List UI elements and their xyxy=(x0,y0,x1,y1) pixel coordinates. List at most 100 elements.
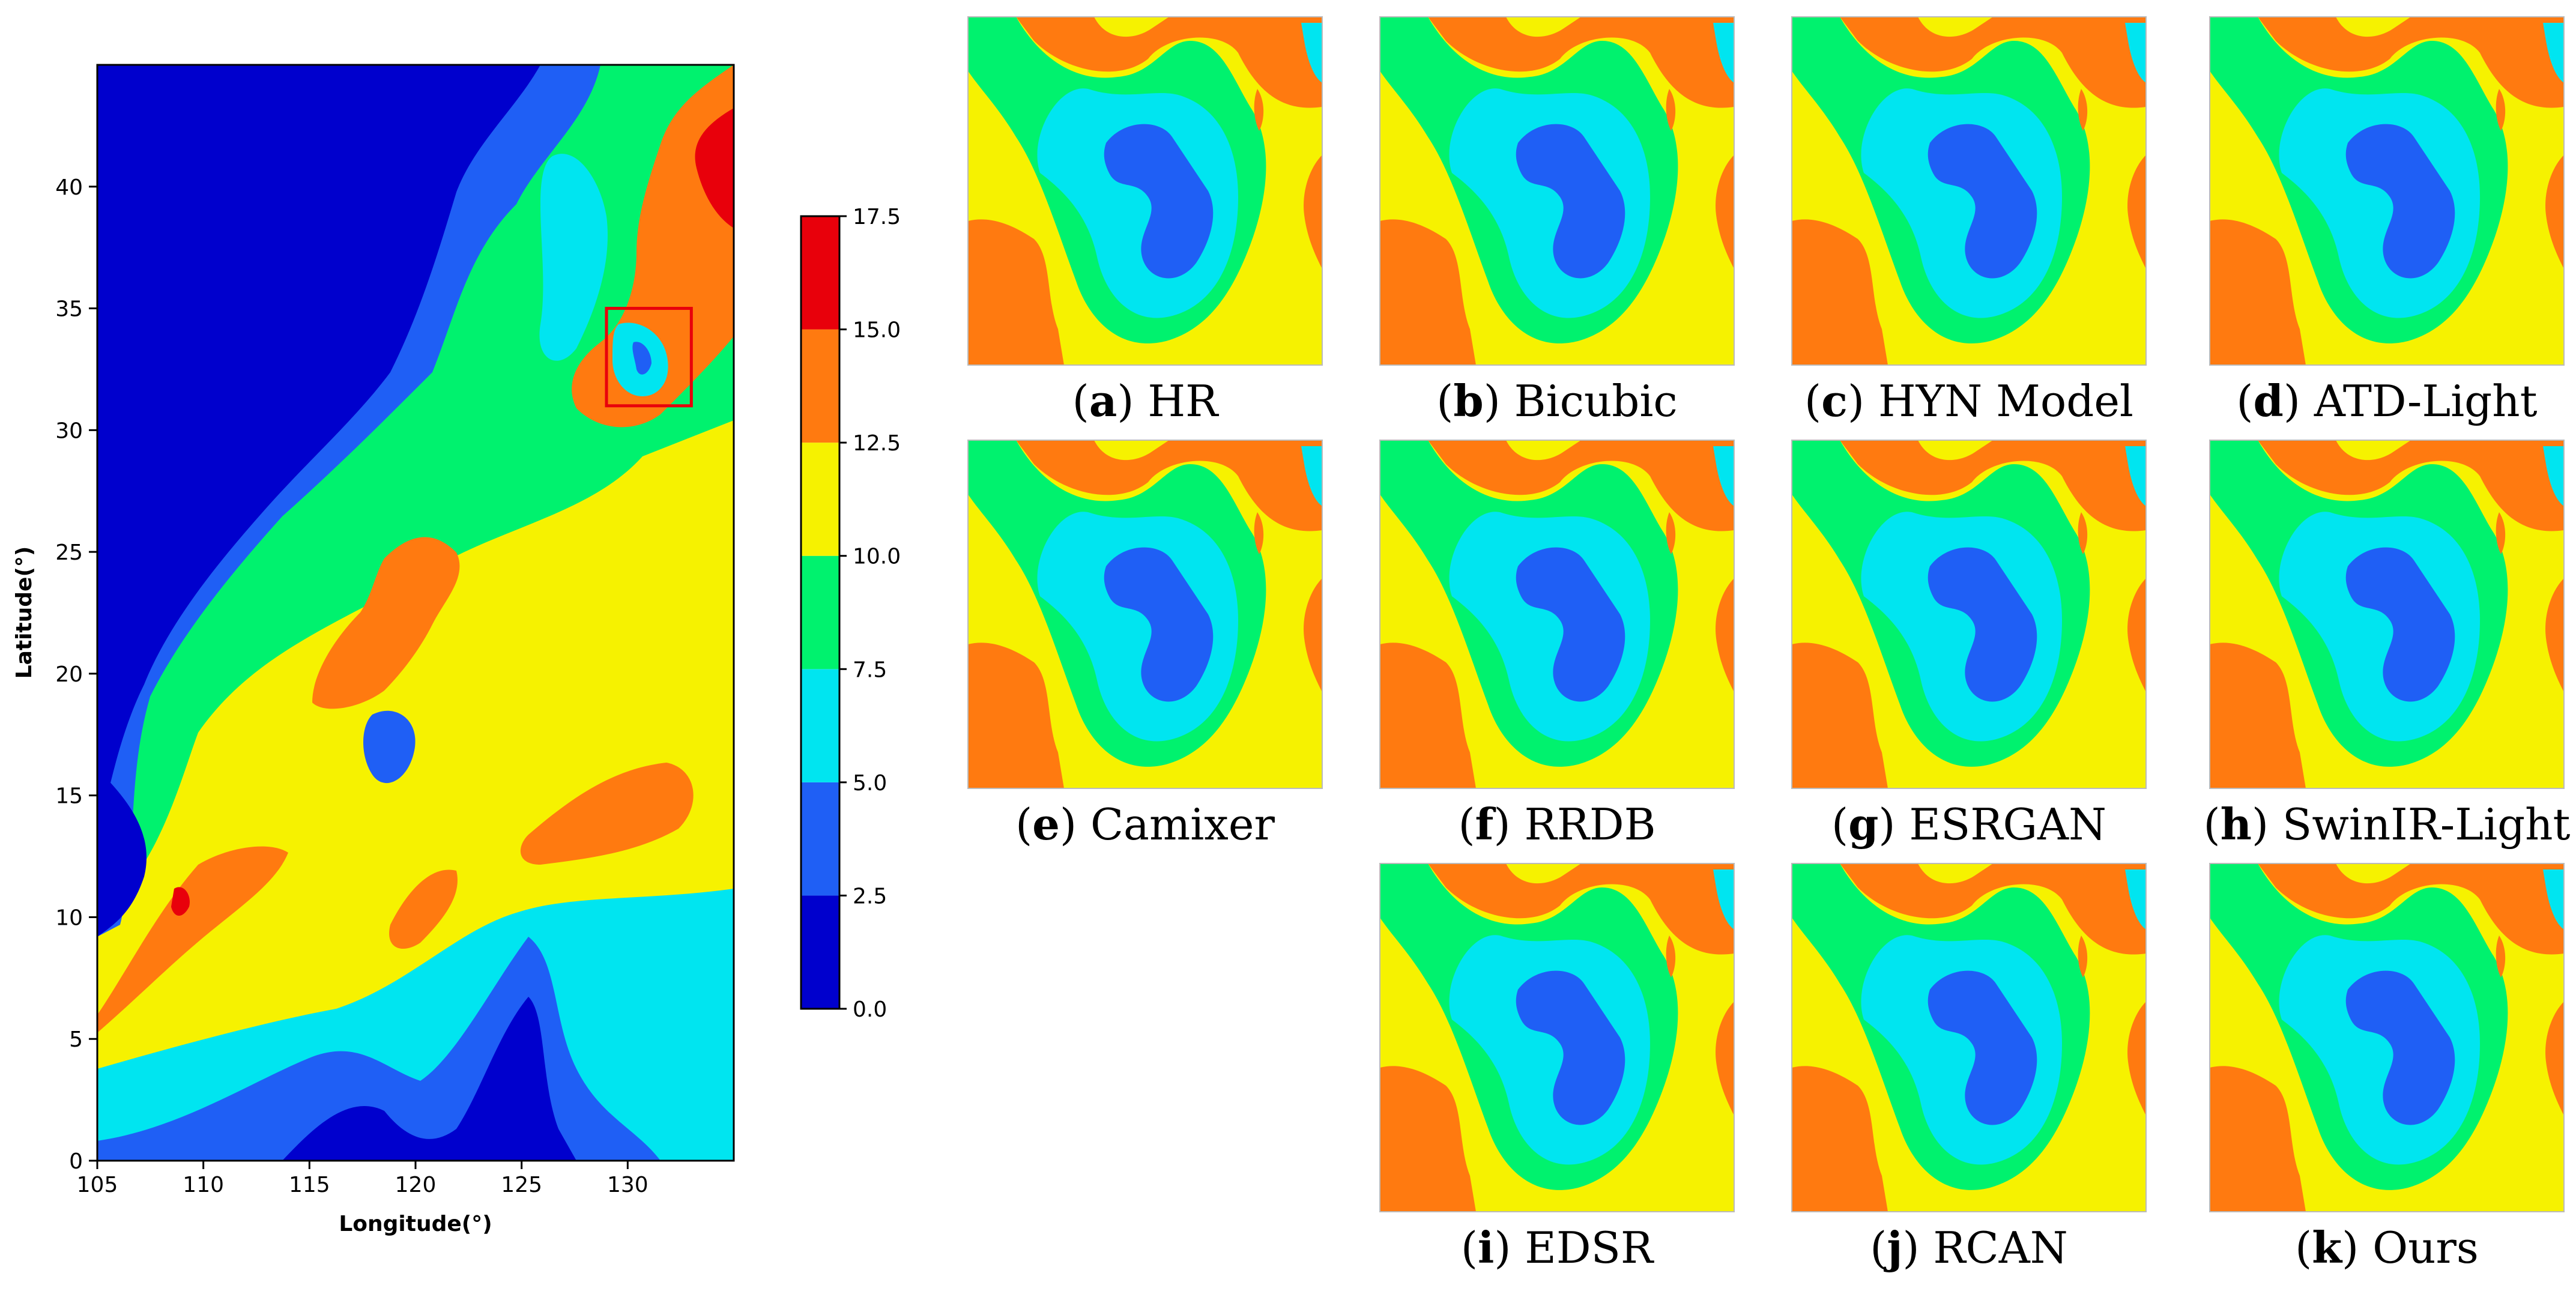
x-tick-label: 125 xyxy=(501,1173,542,1197)
colorbar-segment xyxy=(801,782,839,896)
map-region-blue-island xyxy=(363,710,416,784)
zoom-box xyxy=(605,307,693,408)
caption-paren: ) xyxy=(1494,799,1525,850)
panel-f: (f) RRDB xyxy=(1379,440,1735,850)
panel-image xyxy=(1792,863,2146,1212)
panel-a: (a) HR xyxy=(967,16,1323,426)
y-tick-label: 0 xyxy=(69,1149,83,1174)
panel-caption: (i) EDSR xyxy=(1461,1222,1654,1273)
colorbar-segment xyxy=(801,329,839,443)
caption-name: RCAN xyxy=(1933,1223,2067,1273)
caption-paren: ( xyxy=(1458,799,1475,850)
caption-name: Camixer xyxy=(1090,799,1275,850)
y-tick-label: 30 xyxy=(55,419,83,443)
panel-frame xyxy=(1791,440,2147,789)
panel-caption: (g) ESRGAN xyxy=(1831,799,2106,850)
panel-frame xyxy=(2209,16,2565,366)
map-region-orange-taiwan xyxy=(312,537,460,709)
y-tick-label: 25 xyxy=(55,540,83,565)
caption-name: SwinIR-Light xyxy=(2282,799,2571,850)
colorbar-tick-label: 15.0 xyxy=(853,318,901,343)
map-region-blue-zoom xyxy=(632,342,652,375)
panel-caption: (h) SwinIR-Light xyxy=(2203,799,2570,850)
panel-frame xyxy=(1791,16,2147,366)
caption-letter: d xyxy=(2254,375,2284,426)
colorbar-tick-label: 17.5 xyxy=(853,205,901,229)
caption-letter: h xyxy=(2221,799,2252,850)
caption-letter: j xyxy=(1883,1222,1902,1273)
panel-j: (j) RCAN xyxy=(1791,863,2147,1273)
panel-image xyxy=(1792,440,2146,788)
caption-paren: ) xyxy=(2342,1223,2372,1273)
caption-paren: ) xyxy=(1060,799,1090,850)
colorbar-tick-label: 12.5 xyxy=(853,431,901,456)
colorbar-segments xyxy=(801,216,839,1009)
panel-frame xyxy=(967,440,1323,789)
map-region-orange-east xyxy=(520,763,694,865)
caption-name: HR xyxy=(1147,376,1219,426)
caption-paren: ) xyxy=(1848,376,1878,426)
caption-paren: ) xyxy=(1484,376,1514,426)
panel-image xyxy=(2210,17,2564,365)
panel-frame xyxy=(967,16,1323,366)
x-tick-label: 130 xyxy=(607,1173,649,1197)
panel-h: (h) SwinIR-Light xyxy=(2203,440,2571,850)
x-tick-label: 105 xyxy=(77,1173,118,1197)
panel-i: (i) EDSR xyxy=(1379,863,1735,1273)
panel-caption: (b) Bicubic xyxy=(1436,375,1678,426)
caption-paren: ( xyxy=(2203,799,2220,850)
panel-image xyxy=(1380,17,1734,365)
caption-name: RRDB xyxy=(1525,799,1656,850)
colorbar-ticks: 0.0 2.5 5.0 7.5 10.0 12.5 15.0 17.5 xyxy=(839,205,901,1022)
panel-caption: (k) Ours xyxy=(2295,1222,2479,1273)
colorbar-segment xyxy=(801,216,839,330)
y-tick-label: 15 xyxy=(55,784,83,809)
caption-letter: k xyxy=(2312,1222,2343,1273)
caption-paren: ) xyxy=(1494,1223,1525,1273)
colorbar-tick-label: 5.0 xyxy=(853,771,887,796)
caption-paren: ( xyxy=(1831,799,1848,850)
panel-caption: (a) HR xyxy=(1072,375,1220,426)
y-tick-label: 40 xyxy=(55,175,83,200)
panel-image xyxy=(1380,863,1734,1212)
panel-image xyxy=(968,17,1322,365)
panel-b: (b) Bicubic xyxy=(1379,16,1735,426)
caption-paren: ( xyxy=(1436,376,1453,426)
x-tick-label: 120 xyxy=(395,1173,437,1197)
x-axis-label: Longitude(°) xyxy=(339,1212,492,1236)
caption-letter: i xyxy=(1478,1222,1494,1273)
caption-paren: ( xyxy=(1804,376,1821,426)
comparison-panels: (a) HR (b) Bicubic (c) HYN Model (d) ATD-Li… xyxy=(967,16,2571,1273)
map-region-darkblue-coast xyxy=(97,769,147,937)
caption-letter: b xyxy=(1453,375,1483,426)
y-tick-label: 35 xyxy=(55,297,83,322)
panel-caption: (e) Camixer xyxy=(1015,799,1275,850)
panel-frame xyxy=(2209,863,2565,1212)
map-region-orange-japan xyxy=(572,65,734,428)
caption-letter: e xyxy=(1032,799,1060,850)
caption-paren: ) xyxy=(1117,376,1147,426)
panel-g: (g) ESRGAN xyxy=(1791,440,2147,850)
panel-caption: (f) RRDB xyxy=(1458,799,1655,850)
caption-name: Ours xyxy=(2372,1223,2479,1273)
caption-name: ESRGAN xyxy=(1909,799,2106,850)
caption-name: EDSR xyxy=(1525,1223,1654,1273)
panel-frame xyxy=(1791,863,2147,1212)
colorbar-frame xyxy=(800,215,841,1010)
caption-letter: f xyxy=(1475,799,1496,850)
panel-image xyxy=(1380,440,1734,788)
panel-d: (d) ATD-Light xyxy=(2209,16,2565,426)
panel-frame xyxy=(1379,440,1735,789)
caption-paren: ) xyxy=(1878,799,1909,850)
x-tick-label: 115 xyxy=(289,1173,330,1197)
caption-paren: ( xyxy=(2295,1223,2312,1273)
caption-letter: a xyxy=(1089,375,1117,426)
colorbar-tick-label: 10.0 xyxy=(853,545,901,569)
map-region-darkblue-west xyxy=(97,65,540,841)
colorbar: 0.0 2.5 5.0 7.5 10.0 12.5 15.0 17.5 xyxy=(800,205,901,1022)
y-tick-label: 5 xyxy=(69,1027,83,1052)
caption-letter: g xyxy=(1848,799,1878,850)
main-map: 105 110 115 120 125 130 0 5 10 15 20 25 30 35 40 Long… xyxy=(12,64,735,1236)
colorbar-segment xyxy=(801,555,839,670)
